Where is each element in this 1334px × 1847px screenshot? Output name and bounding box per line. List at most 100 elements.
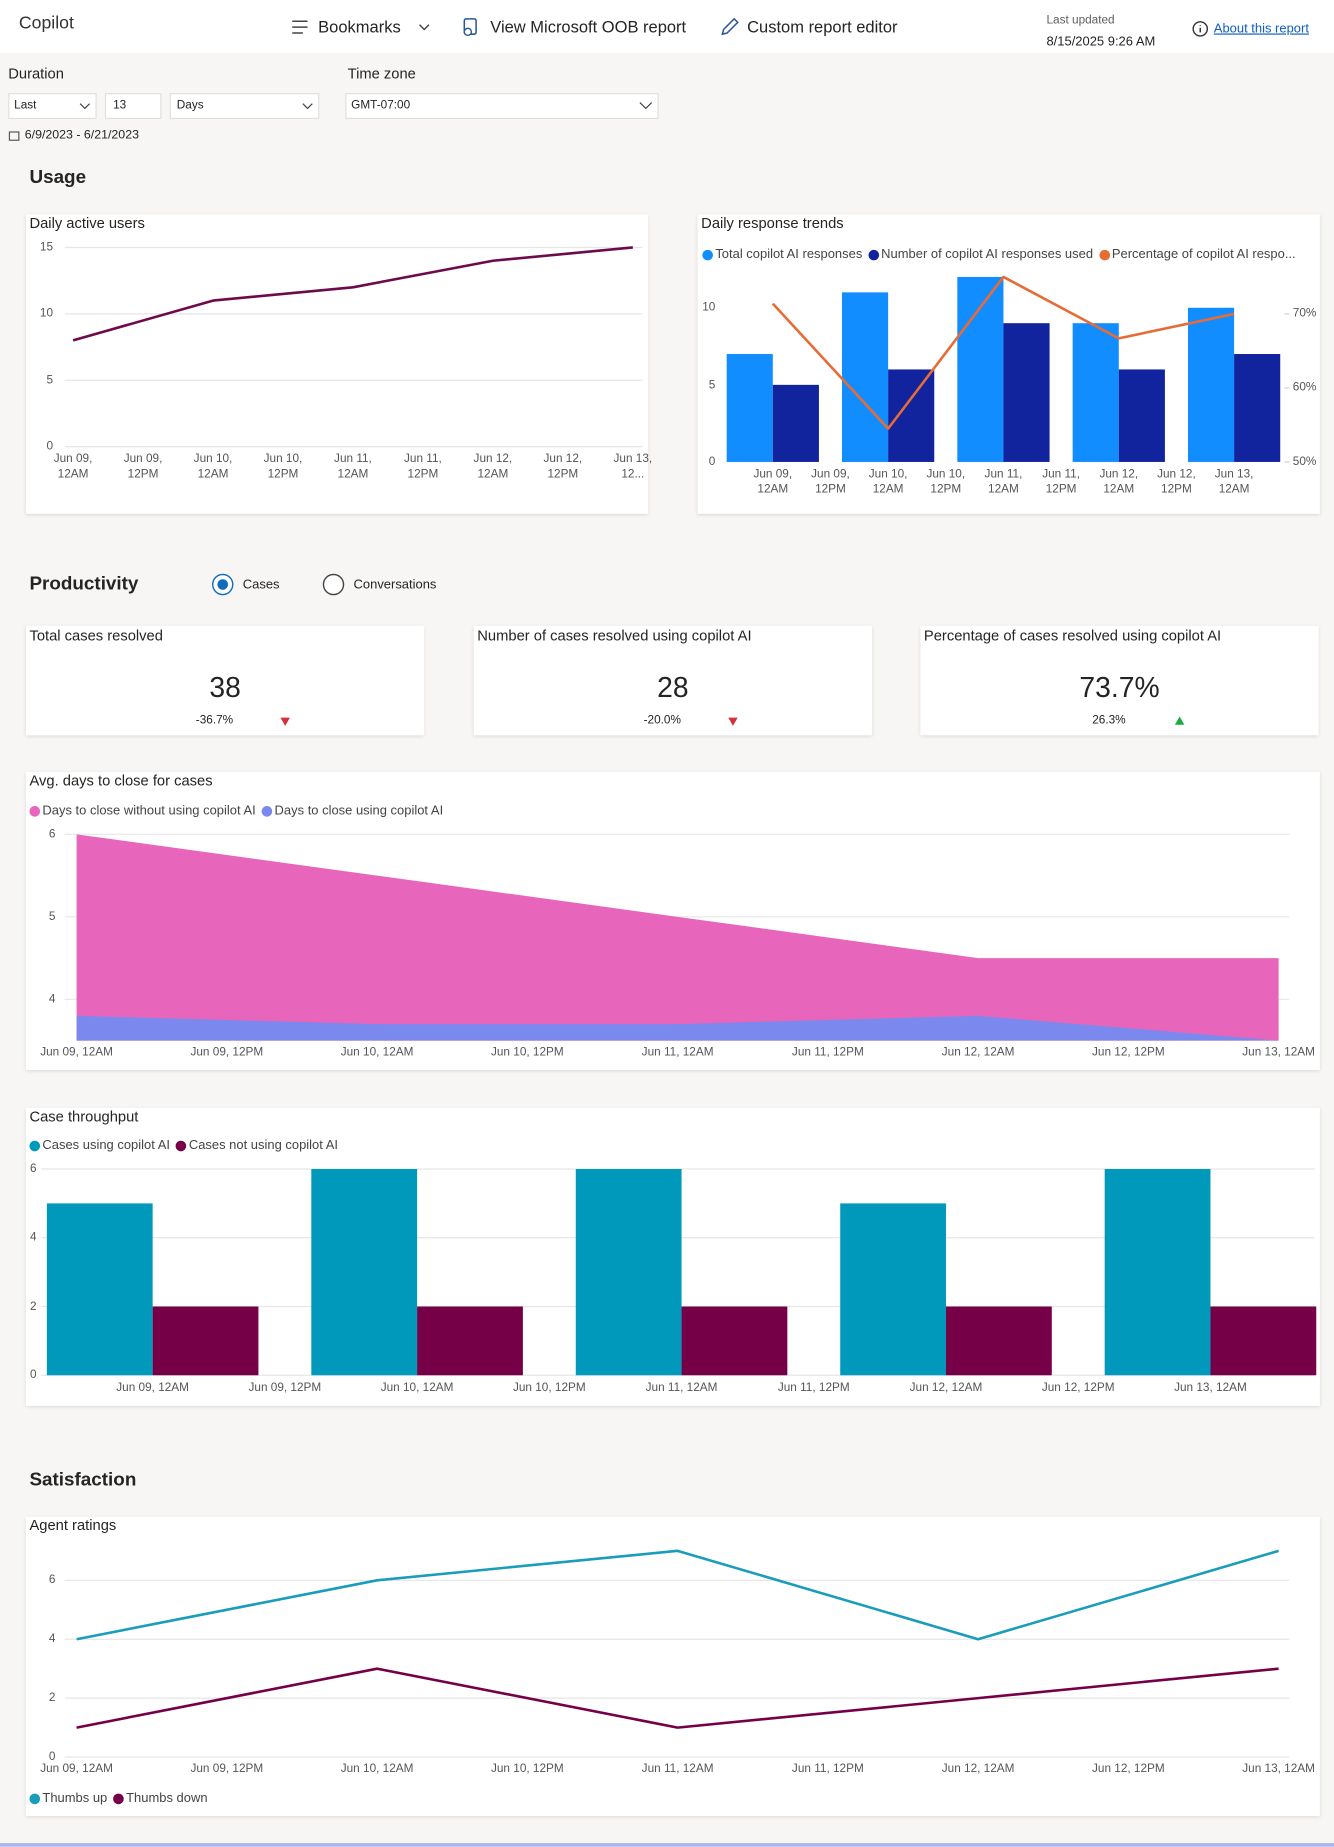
legend-swatch	[29, 805, 41, 817]
y2-tick-label: 60%	[1292, 381, 1317, 395]
x-tick-label: Jun 09, 12PM	[811, 467, 850, 497]
about-link[interactable]: About this report	[1213, 21, 1309, 36]
legend-item[interactable]: Cases not using copilot AI	[175, 1138, 338, 1153]
x-tick-label: Jun 11, 12PM	[791, 1045, 864, 1059]
y2-tick-label: 50%	[1292, 455, 1317, 469]
chart-title: Daily active users	[29, 215, 145, 232]
data-line	[76, 1549, 1279, 1641]
x-tick-label: Jun 10, 12PM	[512, 1381, 586, 1395]
x-tick-label: Jun 12, 12PM	[543, 452, 583, 481]
legend: Cases using copilot AI Cases not using co…	[29, 1138, 343, 1153]
y-tick-label: 10	[39, 307, 54, 321]
bar	[681, 1306, 788, 1376]
bar	[417, 1306, 523, 1376]
legend-label: Cases not using copilot AI	[188, 1138, 338, 1153]
x-tick-label: Jun 10, 12PM	[490, 1762, 564, 1776]
footer-line	[0, 1843, 1334, 1847]
last-updated-label: Last updated	[1046, 14, 1115, 28]
x-tick-label: Jun 09, 12PM	[190, 1762, 264, 1776]
y-tick-label: 2	[29, 1300, 37, 1313]
legend-label: Thumbs up	[42, 1791, 108, 1806]
legend: Thumbs up Thumbs down	[29, 1791, 213, 1805]
legend-item[interactable]: Cases using copilot AI	[29, 1138, 170, 1153]
kpi-value: 28	[657, 672, 689, 705]
duration-count-input[interactable]	[104, 93, 162, 120]
legend-swatch	[113, 1793, 124, 1804]
legend-swatch	[29, 1793, 41, 1804]
x-tick-label: Jun 09, 12AM	[40, 1045, 113, 1059]
legend-swatch	[1098, 249, 1110, 260]
oob-report-button[interactable]: View Microsoft OOB report	[490, 17, 687, 37]
x-tick-label: Jun 13, 12AM	[1214, 467, 1254, 497]
x-tick-label: Jun 09, 12AM	[116, 1381, 189, 1395]
y-tick-label: 5	[48, 910, 56, 924]
radio-label[interactable]: Cases	[242, 577, 280, 593]
x-tick-label: Jun 11, 12AM	[984, 467, 1023, 497]
kpi-title: Total cases resolved	[29, 627, 163, 645]
y-tick-label: 0	[48, 1750, 56, 1764]
chart-title: Avg. days to close for cases	[29, 772, 213, 789]
legend-label: Number of copilot AI responses used	[881, 247, 1094, 262]
kpi-change: -20.0%	[643, 714, 681, 728]
x-tick-label: Jun 13, 12AM	[1242, 1762, 1315, 1776]
editor-button[interactable]: Custom report editor	[747, 17, 898, 37]
legend-item[interactable]: Thumbs up	[29, 1791, 107, 1805]
legend: Days to close without using copilot AI Da…	[29, 804, 449, 818]
x-tick-label: Jun 09, 12AM	[40, 1762, 113, 1776]
kpi-change: 26.3%	[1092, 714, 1126, 728]
legend-swatch	[702, 249, 713, 260]
app-name: Copilot	[18, 12, 74, 33]
kpi-card	[25, 625, 425, 736]
x-tick-label: Jun 11, 12AM	[641, 1762, 714, 1776]
legend-item[interactable]: Percentage of copilot AI respo...	[1098, 247, 1296, 262]
x-tick-label: Jun 11, 12AM	[645, 1381, 718, 1395]
y-tick-label: 2	[48, 1691, 56, 1705]
legend-swatch	[175, 1140, 187, 1151]
x-tick-label: Jun 12, 12AM	[909, 1381, 983, 1395]
timezone-dropdown[interactable]	[345, 93, 659, 120]
x-tick-label: Jun 09, 12AM	[53, 452, 93, 481]
bar	[1118, 369, 1165, 462]
duration-unit-dropdown[interactable]	[169, 93, 320, 120]
kpi-change: -36.7%	[195, 714, 234, 728]
legend-item[interactable]: Thumbs down	[113, 1791, 208, 1805]
bookmarks-button[interactable]: Bookmarks	[318, 17, 401, 37]
legend-item[interactable]: Days to close without using copilot AI	[29, 804, 256, 818]
calendar-icon	[8, 131, 20, 141]
info-icon	[1192, 21, 1209, 37]
x-tick-label: Jun 09, 12PM	[248, 1381, 322, 1395]
kpi-card	[473, 625, 873, 736]
timezone-label: Time zone	[347, 65, 416, 82]
radio-label[interactable]: Conversations	[353, 577, 437, 593]
kpi-title: Percentage of cases resolved using copil…	[923, 627, 1222, 645]
kpi-title: Number of cases resolved using copilot A…	[477, 627, 752, 645]
x-tick-label: Jun 13, 12AM	[1242, 1045, 1315, 1059]
data-line	[76, 1667, 1279, 1729]
y-tick-label: 6	[48, 827, 56, 841]
x-tick-label: Jun 10, 12PM	[490, 1045, 564, 1059]
bar	[152, 1306, 259, 1376]
date-range: 6/9/2023 - 6/21/2023	[24, 128, 139, 143]
x-tick-label: Jun 11, 12PM	[404, 452, 442, 481]
bar	[1104, 1169, 1211, 1376]
bar	[1187, 307, 1235, 462]
radio-button[interactable]	[322, 573, 345, 596]
legend: Total copilot AI responses Number of copi…	[702, 247, 1301, 262]
legend-item[interactable]: Number of copilot AI responses used	[868, 247, 1094, 262]
legend-label: Cases using copilot AI	[42, 1138, 170, 1153]
legend-label: Days to close using copilot AI	[274, 803, 444, 818]
bar	[841, 292, 889, 462]
legend-item[interactable]: Days to close using copilot AI	[261, 803, 444, 818]
x-tick-label: Jun 11, 12PM	[791, 1762, 864, 1776]
x-tick-label: Jun 12, 12PM	[1091, 1045, 1165, 1059]
bar	[1210, 1306, 1317, 1376]
x-tick-label: Jun 13, 12AM	[1174, 1381, 1247, 1395]
x-tick-label: Jun 09, 12AM	[753, 467, 793, 497]
x-tick-label: Jun 10, 12PM	[926, 467, 966, 497]
legend-item[interactable]: Total copilot AI responses	[702, 247, 862, 262]
y-tick-label: 5	[708, 378, 716, 392]
y-tick-label: 4	[48, 1632, 56, 1646]
